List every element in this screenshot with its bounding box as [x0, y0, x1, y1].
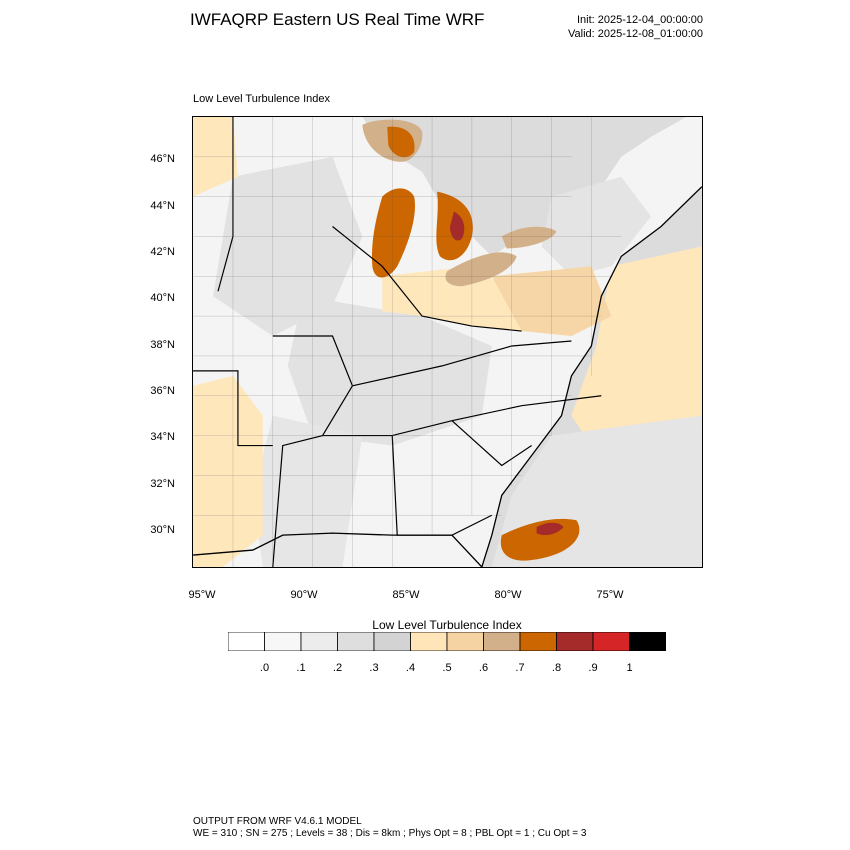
colorbar-box-2	[300, 632, 338, 651]
gulf-coastline	[193, 532, 483, 567]
lake-michigan	[371, 188, 415, 278]
colorbar-box-9	[556, 632, 594, 651]
footer-config: WE = 310 ; SN = 275 ; Levels = 38 ; Dis …	[193, 828, 587, 839]
valid-time: Valid: 2025-12-08_01:00:00	[568, 28, 703, 40]
colorbar-label: .8	[551, 662, 562, 674]
colorbar-title: Low Level Turbulence Index	[372, 618, 522, 632]
colorbar-label: .6	[478, 662, 489, 674]
lake-ontario	[501, 226, 557, 249]
land-grey-northeast	[541, 176, 652, 277]
colorbar-label: 1	[626, 662, 633, 674]
lat-tick-44: 44°N	[150, 200, 175, 212]
lat-tick-30: 30°N	[150, 524, 175, 536]
colorbar-box-10	[592, 632, 630, 651]
colorbar-box-8	[519, 632, 557, 651]
lat-tick-40: 40°N	[150, 292, 175, 304]
tan-ohio	[382, 266, 522, 332]
lake-superior-core	[387, 126, 415, 158]
colorbar-box-7	[483, 632, 521, 651]
lat-tick-46: 46°N	[150, 153, 175, 165]
colorbar-box-11	[629, 632, 666, 651]
county-grid	[193, 117, 622, 567]
colorbar-label: .0	[259, 662, 270, 674]
lon-tick-85: 85°W	[392, 589, 420, 601]
coastline	[481, 186, 702, 567]
lat-tick-32: 32°N	[150, 478, 175, 490]
lon-tick-80: 80°W	[494, 589, 522, 601]
colorbar-label: .5	[442, 662, 452, 674]
colorbar-label: .3	[369, 662, 379, 674]
lat-tick-34: 34°N	[150, 431, 175, 443]
lake-erie	[445, 252, 517, 287]
lon-tick-95: 95°W	[188, 589, 216, 601]
colorbar-label: .4	[405, 662, 416, 674]
init-time: Init: 2025-12-04_00:00:00	[577, 14, 703, 26]
lat-tick-42: 42°N	[150, 246, 175, 258]
time-info: Init: 2025-12-04_00:00:00 Valid: 2025-12…	[520, 13, 703, 41]
land-grey-south	[252, 415, 363, 567]
lon-tick-90: 90°W	[290, 589, 318, 601]
land-grey-north	[213, 156, 363, 337]
colorbar-box-5	[410, 632, 448, 651]
colorbar-box-6	[446, 632, 484, 651]
gulf-stream-red	[536, 522, 564, 536]
footer: OUTPUT FROM WRF V4.6.1 MODEL WE = 310 ; …	[193, 816, 586, 840]
colorbar-box-0	[228, 632, 265, 651]
colorbar-label: .7	[515, 662, 525, 674]
colorbar-box-1	[264, 632, 302, 651]
lake-huron-core	[449, 211, 465, 241]
colorbar-label: .1	[296, 662, 306, 674]
colorbar-label: .2	[332, 662, 343, 674]
colorbar	[228, 632, 666, 651]
lon-tick-75: 75°W	[596, 589, 624, 601]
colorbar-box-4	[373, 632, 411, 651]
atlantic-tan-area	[571, 246, 702, 456]
colorbar-label: .9	[588, 662, 598, 674]
colorbar-box-3	[337, 632, 375, 651]
lat-tick-36: 36°N	[150, 385, 175, 397]
tan-west	[193, 375, 263, 567]
lat-tick-38: 38°N	[150, 339, 175, 351]
plot-title: IWFAQRP Eastern US Real Time WRF	[190, 10, 485, 29]
turbulence-map	[192, 116, 703, 568]
footer-model: OUTPUT FROM WRF V4.6.1 MODEL	[193, 816, 362, 827]
map-subtitle: Low Level Turbulence Index	[193, 93, 330, 105]
